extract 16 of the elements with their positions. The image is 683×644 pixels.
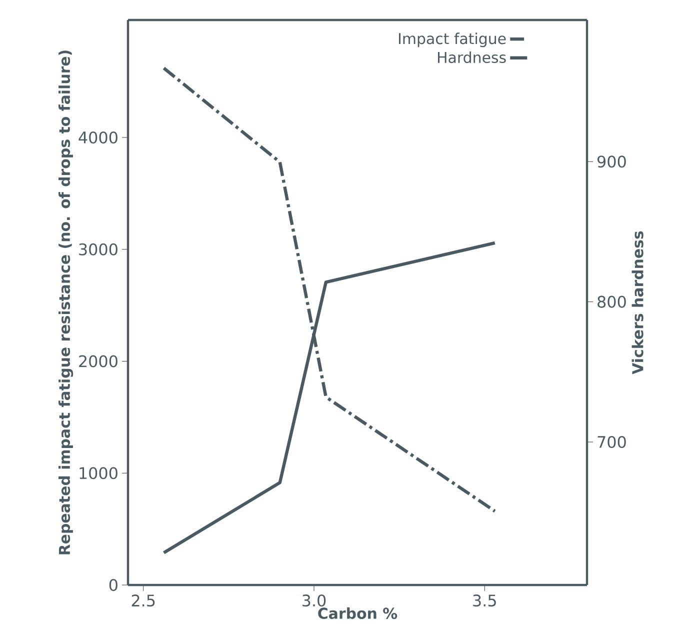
- y2-tick-label: 900: [598, 156, 626, 168]
- y-axis-title: Repeated impact fatigue resistance (no. of drops to failure): [58, 50, 74, 554]
- y2-tick-label: 800: [598, 296, 626, 308]
- x-tick-label: 3.0: [302, 594, 326, 607]
- legend-label: Hardness: [438, 51, 506, 64]
- legend-label: Impact fatigue: [399, 32, 506, 48]
- y2-tick-label: 700: [598, 436, 626, 448]
- x-tick-label: 3.5: [473, 594, 496, 607]
- y-tick-label: 1000: [80, 467, 118, 480]
- y-tick-label: 3000: [79, 243, 118, 256]
- x-axis-title: Carbon %: [318, 607, 398, 619]
- y-tick-label: 2000: [79, 355, 118, 368]
- x-tick-label: 2.5: [132, 594, 155, 607]
- y2-axis-title: Vickers hardness: [632, 231, 644, 374]
- y-tick-label: 4000: [78, 131, 118, 144]
- y-tick-label: 0: [109, 578, 118, 592]
